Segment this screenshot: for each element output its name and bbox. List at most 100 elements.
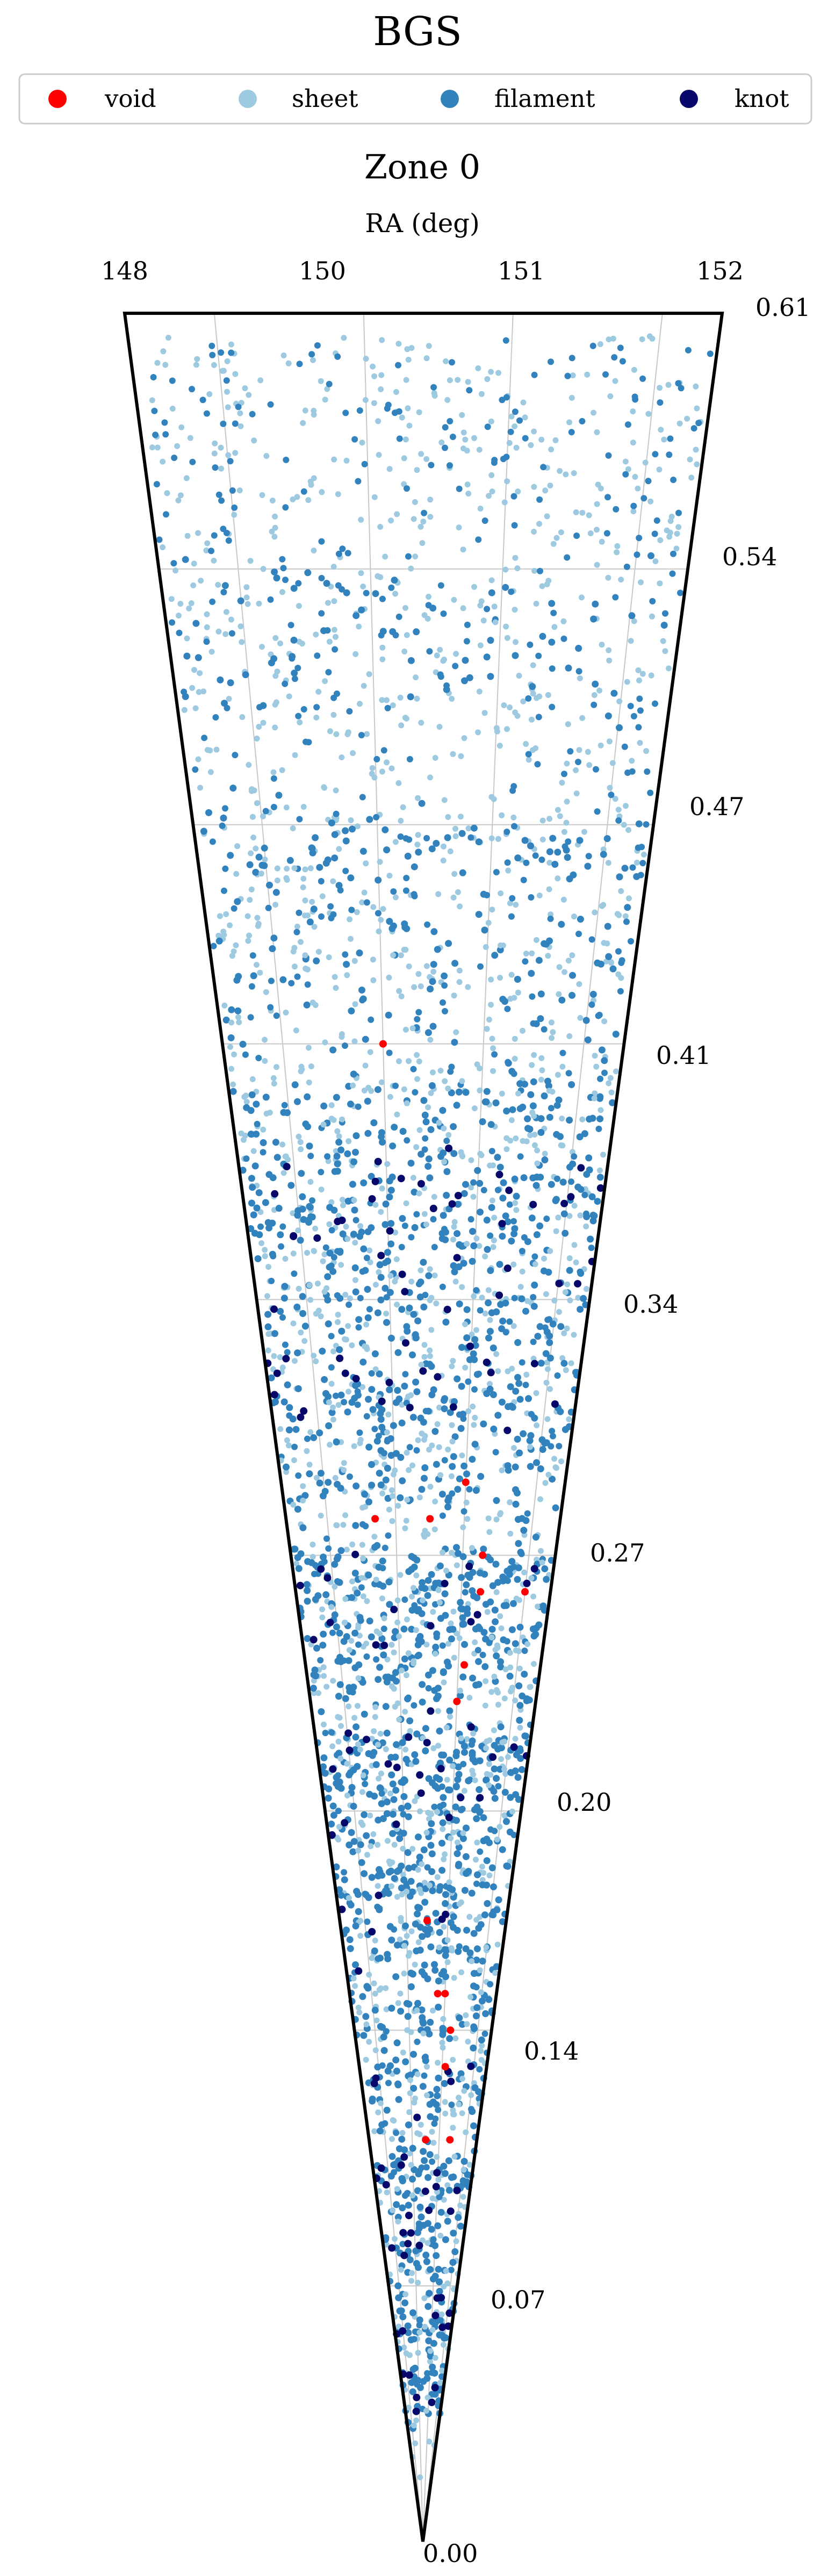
sheet-point — [330, 564, 337, 570]
filament-point — [385, 1011, 392, 1019]
filament-point — [464, 621, 471, 628]
filament-point — [393, 1868, 401, 1875]
filament-point — [248, 1175, 255, 1182]
sheet-point — [406, 422, 413, 429]
filament-point — [460, 1621, 467, 1628]
knot-point — [560, 1199, 568, 1207]
filament-point — [536, 1222, 544, 1229]
sheet-point — [355, 2004, 362, 2011]
filament-point — [471, 1336, 479, 1343]
sheet-point — [538, 1055, 545, 1061]
filament-point — [408, 2379, 415, 2386]
sheet-point — [175, 497, 182, 503]
filament-point — [368, 1386, 376, 1393]
knot-point — [390, 1606, 398, 1614]
filament-point — [476, 2066, 483, 2073]
filament-point — [256, 1231, 263, 1239]
filament-point — [544, 1077, 551, 1085]
sheet-point — [445, 1085, 451, 1092]
filament-point — [504, 1862, 512, 1870]
sheet-point — [564, 1281, 571, 1287]
filament-point — [394, 1387, 401, 1394]
sheet-point — [292, 752, 298, 758]
filament-point — [375, 1872, 382, 1880]
filament-point — [393, 2039, 401, 2047]
sheet-point — [228, 1066, 235, 1072]
sheet-point — [524, 1641, 531, 1647]
sheet-point — [360, 1593, 366, 1600]
sheet-point — [526, 757, 532, 763]
sheet-point — [330, 1678, 336, 1684]
sheet-point — [447, 377, 453, 384]
filament-point — [537, 1115, 545, 1122]
filament-point — [519, 1248, 526, 1255]
sheet-point — [376, 1987, 383, 1993]
sheet-point — [149, 444, 155, 451]
filament-point — [429, 2158, 436, 2165]
sheet-point — [571, 1242, 578, 1248]
filament-point — [389, 1830, 397, 1837]
sheet-point — [564, 760, 570, 767]
sheet-point — [440, 2016, 447, 2022]
filament-point — [349, 1181, 356, 1188]
filament-point — [432, 2116, 439, 2122]
filament-point — [492, 1678, 499, 1685]
filament-point — [522, 1517, 530, 1524]
sheet-point — [427, 1882, 433, 1889]
sheet-point — [415, 1867, 421, 1873]
filament-point — [293, 929, 300, 936]
filament-point — [419, 2083, 427, 2090]
filament-point — [377, 1481, 385, 1488]
sheet-point — [604, 940, 610, 947]
filament-point — [644, 768, 651, 775]
sheet-point — [449, 1947, 455, 1954]
sheet-point — [394, 1700, 401, 1707]
filament-point — [329, 1046, 337, 1054]
knot-point — [352, 1375, 360, 1383]
sheet-point — [563, 1367, 569, 1373]
sheet-point — [645, 411, 652, 417]
filament-point — [264, 1219, 272, 1226]
sheet-point — [328, 1199, 335, 1205]
filament-point — [312, 1596, 319, 1603]
filament-point — [358, 606, 365, 614]
sheet-point — [398, 2266, 404, 2273]
sheet-point — [566, 1255, 573, 1262]
sheet-point — [344, 731, 351, 737]
filament-point — [387, 2062, 394, 2069]
filament-point — [577, 916, 584, 923]
filament-point — [575, 668, 582, 675]
sheet-point — [431, 393, 438, 399]
sheet-point — [402, 1709, 408, 1715]
filament-point — [447, 1409, 454, 1416]
sheet-point — [543, 1291, 549, 1297]
filament-point — [209, 838, 216, 845]
filament-point — [392, 1082, 399, 1089]
knot-point — [399, 2229, 407, 2237]
filament-point — [378, 1790, 385, 1797]
filament-point — [589, 1212, 597, 1219]
sheet-point — [169, 406, 176, 412]
filament-point — [438, 1235, 446, 1242]
knot-point — [505, 1186, 513, 1195]
filament-point — [523, 859, 530, 866]
filament-point — [470, 2044, 477, 2052]
sheet-point — [307, 1297, 314, 1303]
filament-point — [435, 2003, 442, 2011]
sheet-point — [451, 1224, 457, 1230]
filament-point — [695, 420, 702, 427]
filament-point — [516, 1623, 524, 1631]
sheet-point — [568, 1360, 574, 1366]
sheet-point — [460, 2193, 466, 2200]
filament-point — [342, 951, 349, 958]
sheet-point — [197, 785, 203, 791]
knot-point — [465, 1563, 473, 1570]
sheet-point — [491, 1673, 498, 1680]
knot-point — [374, 1157, 382, 1165]
sheet-point — [592, 1090, 598, 1097]
filament-point — [596, 1115, 604, 1122]
filament-point — [504, 859, 511, 866]
filament-point — [404, 1849, 412, 1857]
sheet-point — [435, 1743, 441, 1749]
sheet-point — [256, 600, 262, 607]
